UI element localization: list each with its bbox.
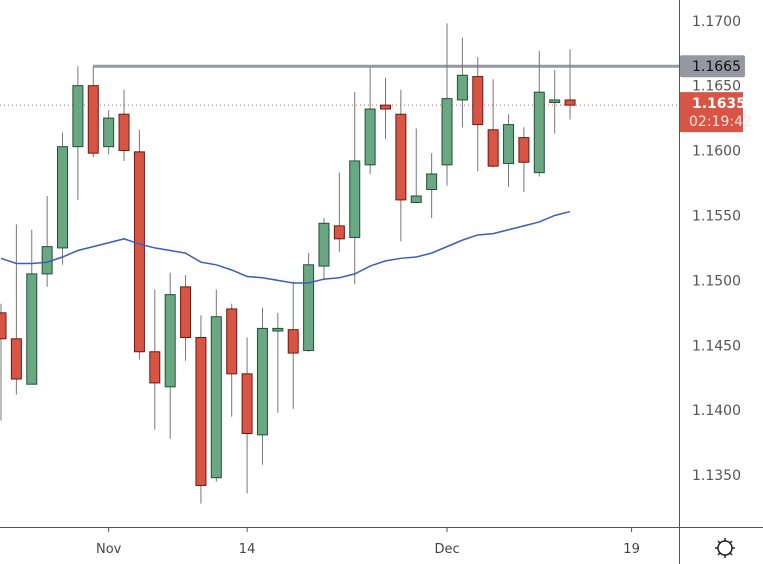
candle-body [303, 264, 315, 351]
candle-body [256, 327, 268, 436]
candle [210, 289, 222, 482]
candle-body [380, 104, 391, 110]
candle-body [410, 195, 422, 203]
plot-area [0, 23, 679, 504]
candle [149, 289, 161, 430]
candle-body [472, 76, 484, 126]
candle [226, 303, 238, 417]
candle-body [133, 151, 145, 353]
candle [426, 153, 438, 219]
candle-body [57, 146, 69, 249]
candle [364, 67, 376, 174]
candle-body [226, 308, 238, 375]
candle [26, 229, 38, 385]
candle [410, 128, 422, 203]
candle [349, 92, 361, 285]
candle-body [564, 99, 576, 106]
candle-body [10, 338, 22, 380]
candle [241, 337, 253, 494]
countdown-label: 02:19:42 [689, 114, 752, 130]
time-axis[interactable]: Nov 14 Dec 19 [96, 527, 640, 557]
candle [456, 37, 468, 128]
gear-icon[interactable] [715, 538, 735, 558]
price-tick-label: 1.1650 [692, 79, 741, 95]
price-tick-label: 1.1350 [692, 468, 741, 484]
candle [272, 312, 284, 413]
candle-body [487, 129, 499, 167]
candle-body [118, 113, 130, 152]
candle [441, 23, 453, 186]
candle [395, 89, 407, 242]
price-tick-label: 1.1600 [692, 144, 741, 160]
candle [103, 110, 115, 155]
level-price-tag [680, 55, 745, 78]
candle-body [533, 91, 545, 174]
candle-body [72, 85, 84, 148]
last-price-label: 1.1635 [692, 96, 746, 112]
candle-body [364, 108, 376, 166]
candle-body [518, 137, 530, 163]
price-tick-label: 1.1400 [692, 403, 741, 419]
candle-body [456, 74, 468, 101]
candle [333, 172, 345, 252]
candle [41, 196, 53, 287]
candle-body [87, 85, 99, 154]
candle [318, 218, 330, 281]
candle-body [333, 225, 345, 240]
candle [195, 315, 207, 504]
time-tick-label: Dec [434, 542, 459, 557]
candle-body [426, 173, 438, 191]
candle-body [241, 373, 253, 435]
time-tick-label: Nov [96, 542, 122, 557]
time-tick-label: 19 [623, 542, 640, 557]
candle [118, 89, 130, 161]
moving-average-line [0, 210, 571, 284]
candle-body [272, 327, 284, 332]
candle [380, 77, 391, 139]
candle [564, 49, 576, 120]
candle [180, 275, 192, 361]
candle [518, 127, 530, 193]
candle [10, 224, 22, 395]
time-tick-label: 14 [239, 542, 256, 557]
candle [472, 57, 484, 172]
candle [0, 303, 7, 421]
candle [487, 79, 499, 168]
candle [533, 50, 545, 177]
candle [87, 66, 99, 158]
price-tick-label: 1.1450 [692, 338, 741, 354]
candle-body [318, 222, 330, 267]
candle [503, 114, 515, 187]
candle-body [103, 117, 115, 148]
candle-body [287, 329, 299, 354]
price-axis[interactable]: 1.1700 1.1650 1.1600 1.1550 1.1500 1.1450 1.14… [692, 14, 741, 484]
candle [303, 253, 315, 352]
candle-body [441, 98, 453, 166]
last-price-tag [680, 92, 743, 133]
candle [287, 281, 299, 409]
candle-body [210, 316, 222, 479]
candle-body [26, 273, 38, 385]
level-price-label: 1.1665 [692, 59, 741, 75]
candle-body [149, 351, 161, 384]
candle [57, 132, 69, 265]
price-tick-label: 1.1550 [692, 208, 741, 224]
candle-body [180, 286, 192, 338]
candle [164, 272, 176, 439]
candle-body [164, 294, 176, 388]
candle-body [503, 124, 515, 165]
candle-body [349, 160, 361, 239]
candle-body [549, 99, 561, 104]
candle-body [0, 312, 7, 340]
candle-body [395, 113, 407, 201]
price-tick-label: 1.1500 [692, 273, 741, 289]
candle-body [195, 336, 207, 486]
price-tick-label: 1.1700 [692, 14, 741, 30]
candle [72, 66, 84, 200]
candle [549, 70, 561, 134]
candle [256, 307, 268, 465]
